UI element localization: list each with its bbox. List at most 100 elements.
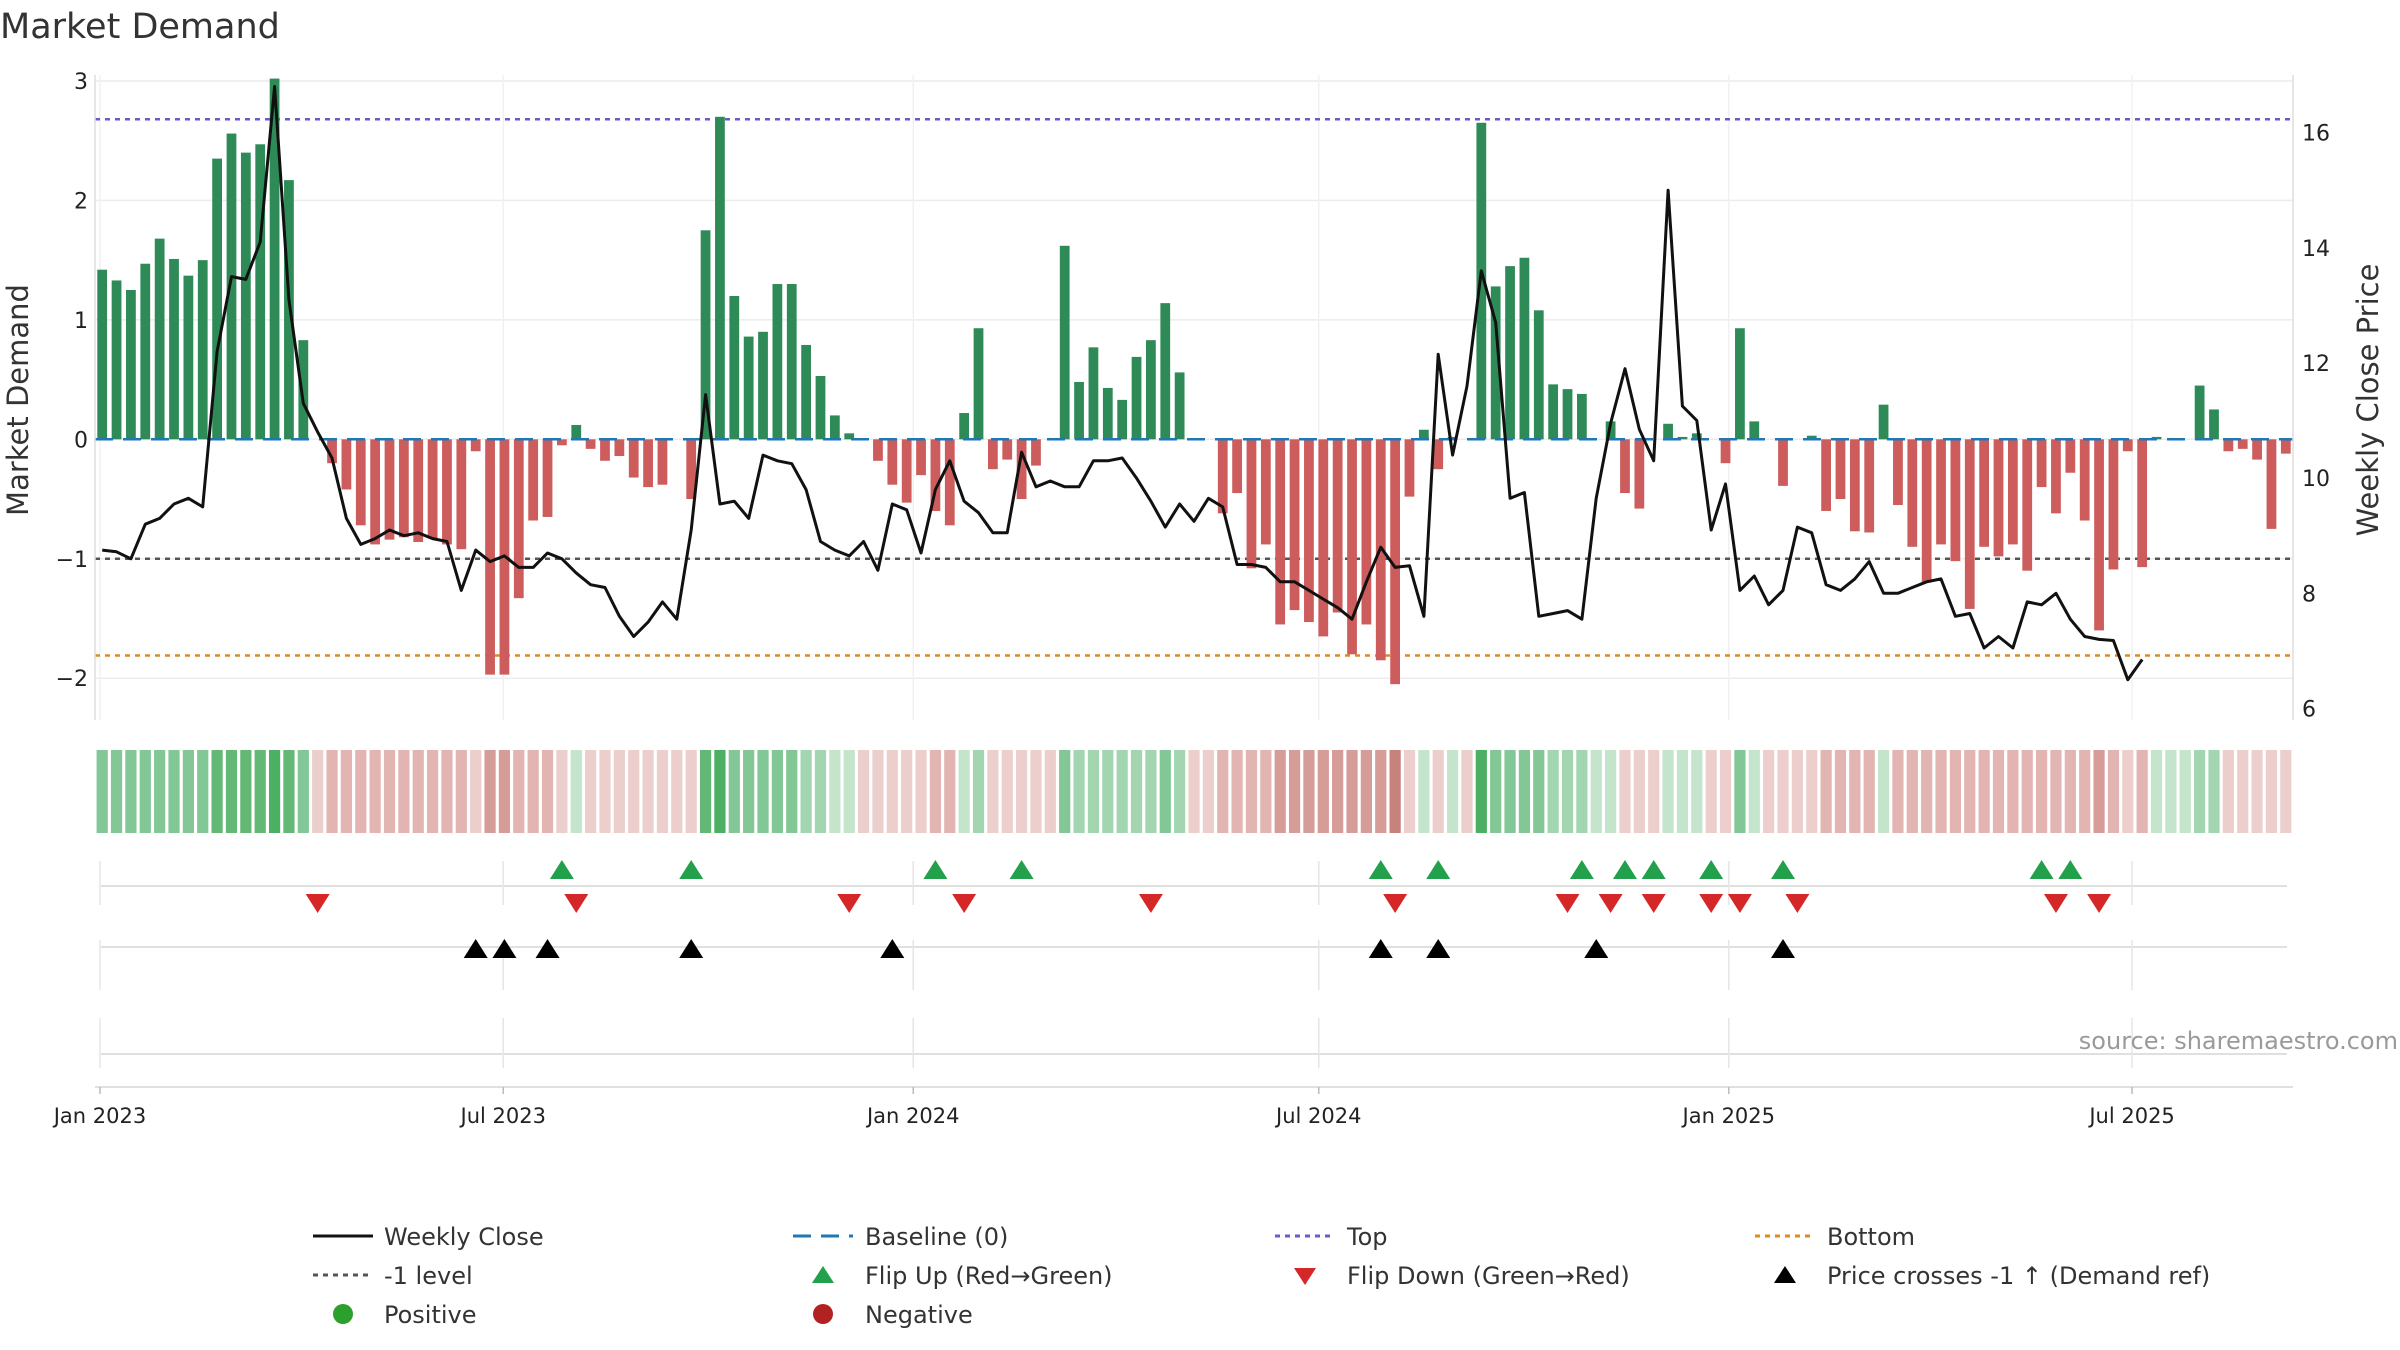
demand-bar (1835, 439, 1846, 500)
demand-bar (1821, 439, 1831, 511)
strip-cell (383, 750, 396, 833)
strip-cell (1303, 750, 1315, 833)
strip-cell (671, 750, 683, 833)
legend-label-flip-down: Flip Down (Green→Red) (1347, 1262, 1630, 1290)
price-cross-marker (535, 939, 560, 958)
strip-cell (1145, 750, 1157, 833)
strip-cell (1016, 750, 1028, 833)
demand-bar (729, 295, 740, 440)
strip-cell (958, 750, 970, 833)
strip-cell (570, 750, 582, 833)
y-axis-label: Market Demand (1, 284, 35, 516)
demand-bar (2065, 439, 2076, 473)
strip-cell (1619, 750, 1631, 833)
chart-title: Market Demand (0, 7, 280, 47)
demand-bar (183, 275, 194, 440)
price-cross-marker (492, 939, 517, 958)
demand-bar (1289, 439, 1300, 611)
source-credit: source: sharemaestro.com (2079, 1027, 2398, 1055)
legend-label-positive: Positive (384, 1301, 477, 1329)
strip-cell (2064, 750, 2076, 833)
flip-down-marker (837, 894, 862, 913)
demand-bar (470, 439, 481, 452)
flip-down-marker (1555, 894, 1580, 913)
y2-tick-label: 8 (2302, 582, 2316, 607)
strip-cell (1949, 750, 1962, 833)
strip-cell (929, 750, 942, 833)
strip-cell (1360, 750, 1372, 833)
demand-bar (154, 238, 165, 440)
strip-cell (1992, 750, 2005, 833)
flip-down-marker (1598, 894, 1623, 913)
strip-cell (2021, 750, 2033, 833)
strip-cell (2208, 750, 2220, 833)
demand-bar (111, 280, 122, 440)
legend-label-top: Top (1346, 1223, 1388, 1251)
strip-cell (1446, 750, 1459, 833)
strip-cell (2280, 750, 2292, 833)
legend-item-positive: Positive (333, 1301, 477, 1329)
demand-bar (1993, 439, 2004, 557)
strip-cell (886, 750, 898, 833)
demand-bar (1260, 439, 1271, 545)
demand-bar (1964, 439, 1975, 609)
strip-cell (556, 750, 568, 833)
demand-bar (600, 439, 610, 461)
strip-cell (211, 750, 223, 833)
strip-cell (699, 750, 712, 833)
strip-cell (2265, 750, 2278, 833)
demand-bar (844, 433, 855, 440)
demand-bar (1663, 423, 1673, 440)
x-tick-label: Jul 2025 (2087, 1104, 2174, 1128)
demand-bar (2194, 385, 2205, 440)
strip-cell (599, 750, 611, 833)
demand-bar (1146, 340, 1156, 440)
strip-cell (656, 750, 669, 833)
strip-cell (1231, 750, 1243, 833)
demand-bar (384, 439, 395, 540)
y2-tick-label: 6 (2302, 697, 2316, 722)
demand-bar (2108, 439, 2119, 570)
strip-cell (1533, 750, 1545, 833)
x-tick-label: Jul 2023 (459, 1104, 546, 1128)
strip-cell (1346, 750, 1358, 833)
demand-bar (1677, 436, 1688, 440)
strip-cell (1504, 750, 1516, 833)
flip-down-marker (1699, 894, 1724, 913)
flip-down-marker (564, 894, 589, 913)
legend-label-weekly-close: Weekly Close (384, 1223, 544, 1251)
strip-cell (2035, 750, 2048, 833)
strip-cell (2107, 750, 2120, 833)
strip-cell (1518, 750, 1531, 833)
strip-cell (1877, 750, 1890, 833)
strip-cell (369, 750, 381, 833)
demand-bar (2266, 439, 2277, 529)
demand-bar (2252, 439, 2262, 460)
strip-cell (1174, 750, 1186, 833)
legend-item-negative: Negative (813, 1301, 973, 1329)
flip-down-marker (1727, 894, 1752, 913)
legend-item-flip-up: Flip Up (Red→Green) (812, 1262, 1113, 1290)
negative-dot-icon (813, 1304, 833, 1324)
strip-cell (1288, 750, 1301, 833)
strip-cell (1059, 750, 1071, 833)
strip-cell (1662, 750, 1674, 833)
demand-bar (240, 152, 251, 440)
strip-cell (1964, 750, 1976, 833)
legend-label-minus-one: -1 level (384, 1262, 473, 1290)
flip-up-marker (923, 860, 948, 879)
strip-cell (771, 750, 783, 833)
strip-cell (987, 750, 999, 833)
demand-bar (1936, 439, 1946, 545)
demand-bar (1074, 381, 1084, 440)
strip-cell (1188, 750, 1200, 833)
demand-bar (643, 439, 653, 488)
strip-cell (326, 750, 338, 833)
legend: Weekly Close Baseline (0) Top Bottom -1 … (313, 1223, 2210, 1329)
legend-label-flip-up: Flip Up (Red→Green) (865, 1262, 1113, 1290)
legend-item-flip-down: Flip Down (Green→Red) (1294, 1262, 1630, 1290)
flip-down-marker (952, 894, 977, 913)
strip-cell (1547, 750, 1559, 833)
